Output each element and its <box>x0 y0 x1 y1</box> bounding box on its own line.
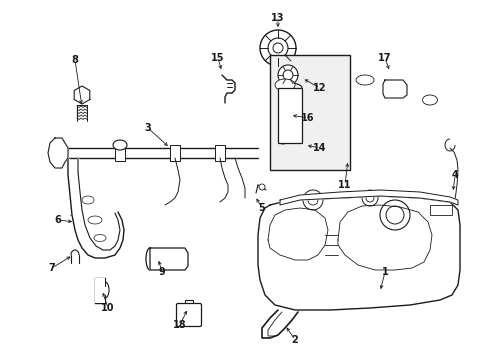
Circle shape <box>385 206 403 224</box>
Text: 6: 6 <box>55 215 61 225</box>
Polygon shape <box>68 158 124 258</box>
Polygon shape <box>382 80 406 98</box>
Text: 7: 7 <box>48 263 55 273</box>
Circle shape <box>259 184 264 190</box>
Text: 17: 17 <box>378 53 391 63</box>
Text: 9: 9 <box>158 267 165 277</box>
Text: 12: 12 <box>313 83 326 93</box>
Bar <box>170 145 180 161</box>
FancyBboxPatch shape <box>176 303 201 327</box>
Circle shape <box>260 30 295 66</box>
Circle shape <box>278 65 297 85</box>
Circle shape <box>379 200 409 230</box>
Ellipse shape <box>355 75 373 85</box>
Text: 2: 2 <box>291 335 298 345</box>
Polygon shape <box>78 158 120 250</box>
Text: 5: 5 <box>258 203 265 213</box>
Bar <box>95 278 105 303</box>
Bar <box>184 300 193 306</box>
Text: 18: 18 <box>173 320 186 330</box>
Polygon shape <box>74 86 90 104</box>
Circle shape <box>283 70 292 80</box>
Ellipse shape <box>94 234 106 242</box>
Circle shape <box>272 43 283 53</box>
Text: 14: 14 <box>313 143 326 153</box>
Text: 1: 1 <box>381 267 387 277</box>
Text: 3: 3 <box>144 123 151 133</box>
Text: 16: 16 <box>301 113 314 123</box>
Bar <box>215 145 224 161</box>
Circle shape <box>78 91 86 99</box>
Circle shape <box>361 190 377 206</box>
Bar <box>269 55 349 170</box>
Circle shape <box>303 190 323 210</box>
Polygon shape <box>258 196 459 310</box>
Ellipse shape <box>88 216 102 224</box>
Text: 10: 10 <box>101 303 115 313</box>
Polygon shape <box>48 138 68 168</box>
Ellipse shape <box>274 79 294 91</box>
Text: 15: 15 <box>211 53 224 63</box>
Polygon shape <box>280 190 457 205</box>
Bar <box>278 88 302 143</box>
Text: 4: 4 <box>451 170 457 180</box>
Circle shape <box>52 148 62 158</box>
Text: 8: 8 <box>71 55 78 65</box>
Polygon shape <box>150 248 187 270</box>
Text: 11: 11 <box>338 180 351 190</box>
Ellipse shape <box>422 95 437 105</box>
Circle shape <box>307 195 317 205</box>
Ellipse shape <box>113 140 127 150</box>
Circle shape <box>365 194 373 202</box>
Circle shape <box>267 38 287 58</box>
Bar <box>115 145 125 161</box>
Ellipse shape <box>82 196 94 204</box>
Bar <box>429 205 451 215</box>
Text: 13: 13 <box>271 13 284 23</box>
